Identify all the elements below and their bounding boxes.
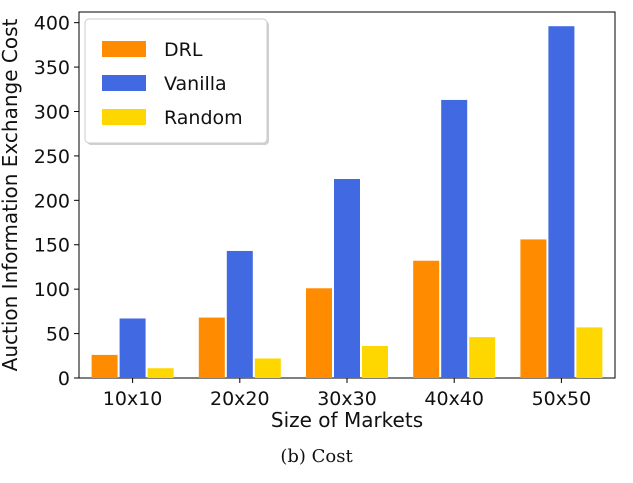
legend-label-vanilla: Vanilla bbox=[164, 73, 227, 95]
x-axis-title: Size of Markets bbox=[271, 408, 423, 432]
bar-drl-40x40 bbox=[413, 260, 440, 378]
bar-vanilla-20x20 bbox=[226, 250, 253, 378]
bar-drl-10x10 bbox=[91, 354, 118, 378]
x-axis: 10x10 20x20 30x30 40x40 50x50 bbox=[103, 378, 591, 410]
y-axis: 0 50 100 150 200 250 300 350 400 bbox=[34, 13, 79, 390]
legend-swatch-vanilla bbox=[102, 75, 146, 91]
y-tick-label: 250 bbox=[34, 146, 70, 168]
bar-vanilla-10x10 bbox=[119, 318, 146, 378]
bars-group bbox=[91, 26, 603, 379]
bar-random-20x20 bbox=[254, 358, 281, 378]
bar-vanilla-50x50 bbox=[548, 26, 575, 378]
bar-random-10x10 bbox=[147, 368, 174, 378]
bar-vanilla-30x30 bbox=[334, 179, 360, 378]
bar-random-50x50 bbox=[576, 327, 603, 378]
legend-swatch-drl bbox=[102, 41, 146, 57]
x-tick-label: 10x10 bbox=[103, 388, 163, 410]
y-tick-label: 300 bbox=[34, 101, 70, 123]
y-tick-label: 200 bbox=[34, 190, 70, 212]
y-tick-label: 0 bbox=[58, 368, 70, 390]
bar-vanilla-40x40 bbox=[441, 99, 468, 379]
y-tick-label: 350 bbox=[34, 57, 70, 79]
bar-drl-50x50 bbox=[520, 239, 547, 378]
bar-random-40x40 bbox=[469, 337, 496, 378]
x-tick-label: 40x40 bbox=[424, 388, 484, 410]
y-tick-label: 400 bbox=[34, 13, 70, 35]
x-tick-label: 30x30 bbox=[317, 388, 377, 410]
legend: DRL Vanilla Random bbox=[84, 18, 269, 145]
y-tick-label: 150 bbox=[34, 235, 70, 257]
bar-drl-20x20 bbox=[198, 317, 225, 378]
x-tick-label: 20x20 bbox=[210, 388, 270, 410]
legend-label-random: Random bbox=[164, 107, 243, 129]
y-tick-label: 50 bbox=[46, 324, 70, 346]
bar-drl-30x30 bbox=[306, 288, 332, 378]
y-axis-title: Auction Information Exchange Cost bbox=[0, 18, 22, 371]
legend-label-drl: DRL bbox=[164, 39, 203, 61]
legend-swatch-random bbox=[102, 109, 146, 125]
figure-caption: (b) Cost bbox=[280, 446, 353, 467]
bar-chart: 0 50 100 150 200 250 300 350 400 10x10 20x20 30x30… bbox=[0, 11, 616, 432]
y-tick-label: 100 bbox=[34, 279, 70, 301]
x-tick-label: 50x50 bbox=[532, 388, 592, 410]
bar-random-30x30 bbox=[362, 346, 388, 378]
